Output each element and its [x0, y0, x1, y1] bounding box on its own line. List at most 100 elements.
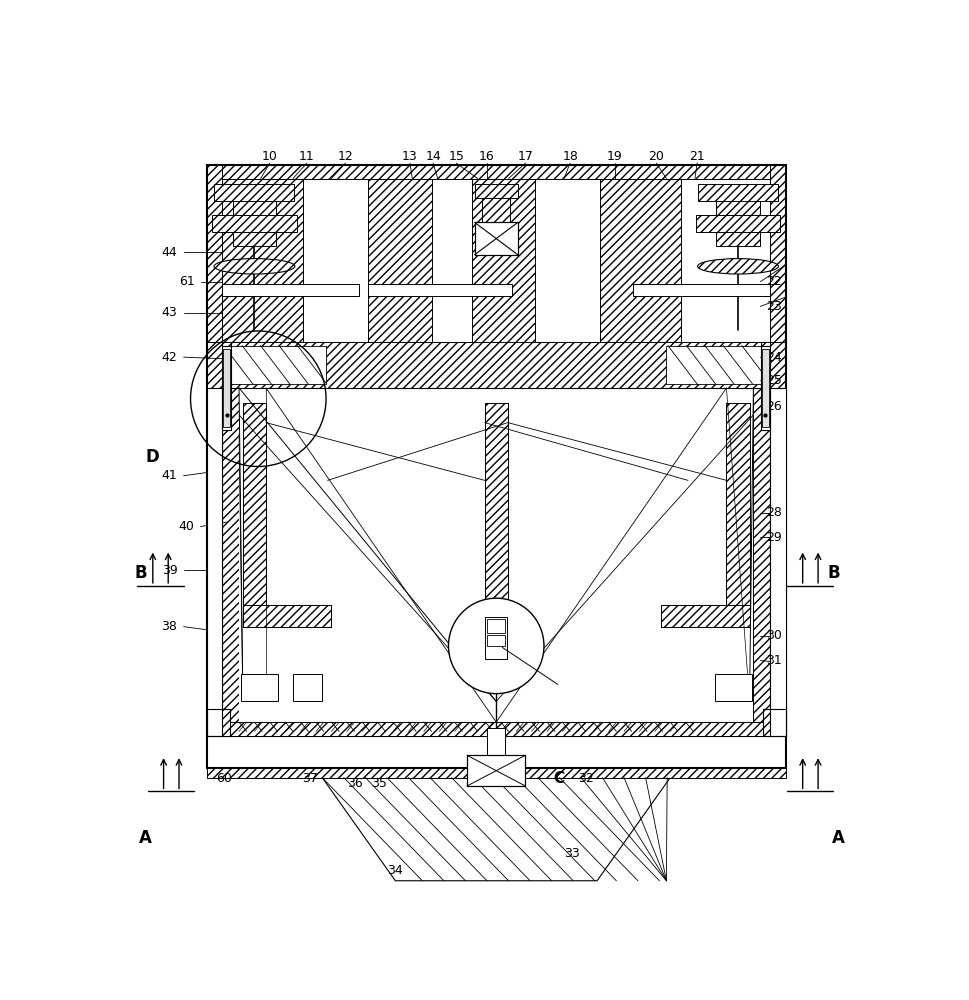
Text: 44: 44 [162, 246, 177, 259]
Bar [716, 201, 760, 215]
Bar [212, 215, 297, 232]
Bar [698, 184, 778, 201]
Bar [243, 605, 331, 627]
Bar [222, 284, 359, 296]
Bar [761, 342, 770, 388]
Bar [634, 284, 770, 296]
Bar [368, 179, 431, 342]
Bar [206, 342, 786, 388]
Text: 43: 43 [162, 306, 177, 319]
Bar [661, 605, 750, 627]
Bar [661, 605, 750, 627]
Bar [467, 755, 525, 786]
Text: 10: 10 [262, 150, 278, 163]
Text: 33: 33 [564, 847, 579, 860]
Text: 22: 22 [766, 275, 782, 288]
Bar [770, 165, 786, 342]
Text: 18: 18 [562, 150, 578, 163]
Bar [206, 709, 230, 736]
Text: 40: 40 [178, 520, 195, 533]
Text: 11: 11 [298, 150, 315, 163]
Text: 19: 19 [607, 150, 623, 163]
Bar [222, 179, 303, 342]
Bar [239, 388, 754, 736]
Bar [243, 403, 266, 605]
Bar [487, 619, 506, 633]
Bar [241, 674, 278, 701]
Bar [222, 179, 770, 342]
Bar [715, 674, 752, 701]
Text: 61: 61 [178, 275, 195, 288]
Bar [472, 179, 535, 342]
Text: 29: 29 [766, 531, 782, 544]
Text: 41: 41 [162, 469, 177, 482]
Bar [475, 222, 517, 255]
Bar [475, 184, 517, 198]
Text: 23: 23 [766, 300, 782, 313]
Text: 36: 36 [347, 777, 362, 790]
Bar [222, 342, 232, 388]
Text: 28: 28 [766, 506, 782, 519]
Bar [485, 617, 507, 659]
Bar [222, 342, 232, 363]
Bar [696, 215, 780, 232]
Bar [222, 722, 770, 736]
Text: 37: 37 [302, 772, 318, 785]
Text: 34: 34 [387, 864, 402, 877]
Bar [206, 165, 786, 179]
Bar [761, 346, 770, 430]
Bar [716, 232, 760, 246]
Bar [222, 388, 239, 736]
Text: 31: 31 [766, 654, 782, 667]
Text: B: B [134, 564, 146, 582]
Bar [475, 222, 517, 255]
Bar [484, 403, 508, 605]
Text: 35: 35 [371, 777, 388, 790]
Circle shape [449, 598, 544, 694]
Bar [754, 388, 770, 736]
Text: A: A [139, 829, 151, 847]
Bar [206, 388, 222, 736]
Bar [206, 388, 222, 709]
Bar [763, 349, 769, 427]
Bar [206, 768, 786, 778]
Text: 38: 38 [162, 620, 177, 633]
Ellipse shape [214, 259, 295, 274]
Polygon shape [323, 778, 671, 881]
Text: 30: 30 [766, 629, 782, 642]
Bar [763, 709, 786, 736]
Text: 14: 14 [425, 150, 441, 163]
Text: 42: 42 [162, 351, 177, 364]
Bar [483, 198, 510, 222]
Bar [600, 179, 681, 342]
Bar [233, 232, 276, 246]
Bar [484, 403, 508, 605]
Text: 21: 21 [689, 150, 705, 163]
Bar [223, 349, 231, 427]
Bar [222, 388, 770, 736]
Text: 26: 26 [766, 400, 782, 413]
Text: 24: 24 [766, 351, 782, 364]
Text: 39: 39 [162, 564, 177, 577]
Ellipse shape [698, 259, 778, 274]
Bar [727, 403, 750, 605]
Text: 60: 60 [216, 772, 232, 785]
Bar [214, 184, 295, 201]
Text: C: C [553, 771, 564, 786]
Bar [206, 165, 786, 768]
Bar [368, 284, 512, 296]
Bar [243, 605, 331, 627]
Bar [243, 403, 266, 605]
Text: 17: 17 [517, 150, 533, 163]
Text: 12: 12 [337, 150, 353, 163]
Bar [770, 388, 786, 709]
Bar [761, 342, 770, 363]
Text: 13: 13 [402, 150, 418, 163]
Bar [206, 709, 230, 736]
Bar [487, 728, 506, 755]
Text: 32: 32 [578, 772, 593, 785]
Text: B: B [828, 564, 840, 582]
Text: 16: 16 [479, 150, 495, 163]
Bar [763, 709, 786, 736]
Bar [727, 403, 750, 605]
